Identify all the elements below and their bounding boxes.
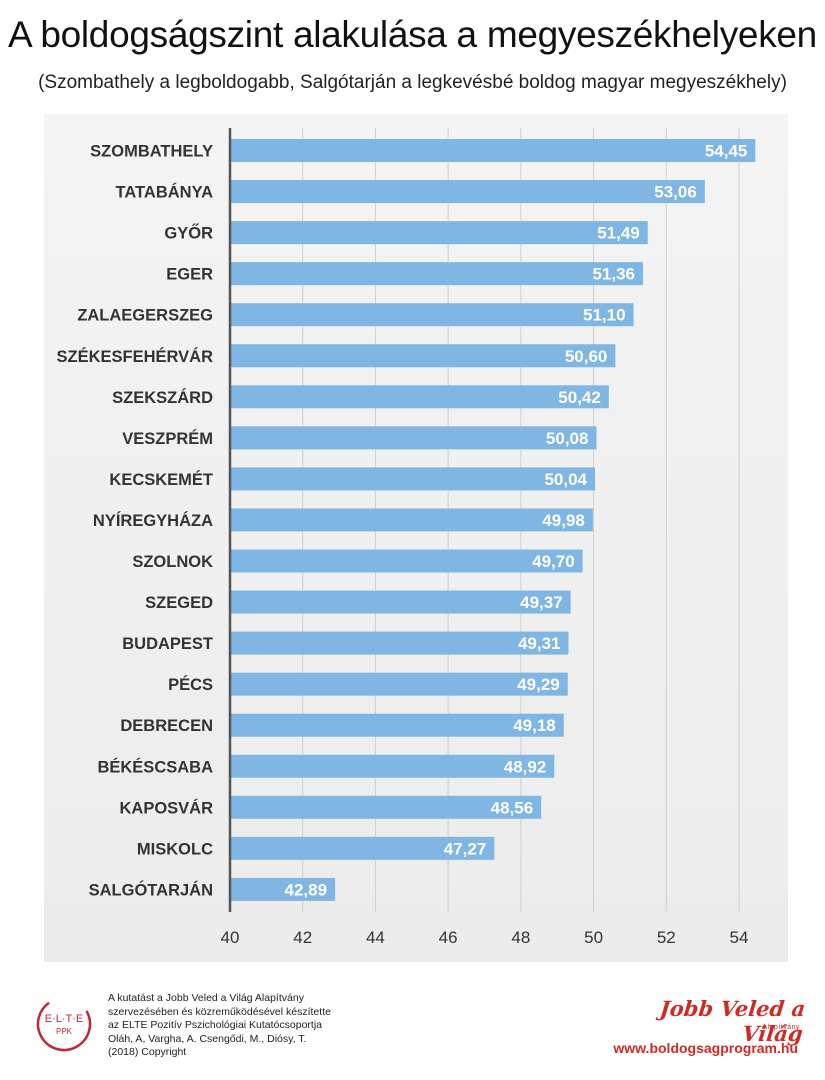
credits-line: az ELTE Pozitív Pszichológiai Kutatócsop… bbox=[108, 1019, 322, 1031]
bar bbox=[230, 221, 648, 245]
category-label: TATABÁNYA bbox=[116, 183, 214, 202]
category-label: DEBRECEN bbox=[120, 717, 213, 735]
credits-line: Oláh, A, Vargha, A. Csengődi, M., Diósy,… bbox=[108, 1032, 307, 1045]
website-link[interactable]: www.boldogsagprogram.hu bbox=[613, 1040, 798, 1056]
credits-text: A kutatást a Jobb Veled a Világ Alapítvá… bbox=[108, 992, 408, 1060]
bar-value-label: 48,92 bbox=[504, 757, 547, 776]
category-label: GYŐR bbox=[164, 224, 213, 243]
category-label: VESZPRÉM bbox=[122, 429, 213, 448]
elte-logo: E·L·T·E PPK bbox=[36, 996, 92, 1052]
category-label: SALGÓTARJÁN bbox=[89, 880, 213, 899]
bar bbox=[230, 467, 596, 491]
bar-value-label: 48,56 bbox=[491, 798, 534, 817]
bar-value-label: 49,31 bbox=[518, 634, 561, 653]
x-tick-label: 52 bbox=[657, 928, 676, 947]
category-label: SZEGED bbox=[145, 594, 213, 612]
bar-value-label: 49,29 bbox=[517, 675, 560, 694]
x-tick-label: 44 bbox=[366, 928, 385, 947]
bar bbox=[230, 385, 609, 409]
bar bbox=[230, 836, 495, 860]
chart-subtitle: (Szombathely a legboldogabb, Salgótarján… bbox=[38, 72, 787, 93]
category-label: KECSKEMÉT bbox=[109, 470, 213, 489]
svg-text:PPK: PPK bbox=[56, 1027, 73, 1036]
bar bbox=[230, 508, 593, 532]
bar-value-label: 51,36 bbox=[592, 265, 635, 284]
bar-value-label: 50,60 bbox=[565, 347, 608, 366]
bar-value-label: 54,45 bbox=[705, 142, 748, 161]
chart-panel bbox=[44, 114, 788, 962]
bar bbox=[230, 344, 616, 368]
bar bbox=[230, 303, 634, 327]
bar bbox=[230, 590, 571, 614]
bar-value-label: 42,89 bbox=[285, 880, 328, 899]
bar-value-label: 49,37 bbox=[520, 593, 563, 612]
bar-value-label: 49,98 bbox=[542, 511, 585, 530]
x-tick-label: 46 bbox=[439, 928, 458, 947]
bar bbox=[230, 877, 336, 901]
bar bbox=[230, 180, 705, 204]
bar-value-label: 51,10 bbox=[583, 306, 626, 325]
category-label: KAPOSVÁR bbox=[119, 798, 213, 817]
brand-subtitle: Alapítvány bbox=[762, 1024, 800, 1031]
credits-line: szervezésében és közreműködésével készít… bbox=[108, 1005, 331, 1018]
category-label: PÉCS bbox=[168, 675, 213, 694]
chart-title: A boldogságszint alakulása a megyeszékhe… bbox=[8, 14, 817, 55]
bar bbox=[230, 631, 569, 655]
brand-logo-text: Jobb Veled a Világ bbox=[658, 996, 807, 1046]
x-tick-label: 40 bbox=[221, 928, 240, 947]
x-tick-label: 42 bbox=[293, 928, 312, 947]
category-label: SZÉKESFEHÉRVÁR bbox=[57, 347, 214, 366]
bar-value-label: 53,06 bbox=[654, 183, 697, 202]
bar bbox=[230, 426, 597, 450]
category-label: BUDAPEST bbox=[122, 635, 213, 653]
bar bbox=[230, 672, 568, 696]
bar bbox=[230, 713, 564, 737]
x-tick-label: 48 bbox=[511, 928, 530, 947]
credits-line: A kutatást a Jobb Veled a Világ Alapítvá… bbox=[108, 992, 304, 1004]
bar-value-label: 50,42 bbox=[558, 388, 601, 407]
x-tick-label: 50 bbox=[584, 928, 603, 947]
bar bbox=[230, 754, 555, 778]
credits-line: (2018) Copyright bbox=[108, 1046, 187, 1058]
bar-value-label: 51,49 bbox=[597, 224, 640, 243]
svg-text:E·L·T·E: E·L·T·E bbox=[45, 1013, 84, 1025]
bar-value-label: 47,27 bbox=[444, 839, 487, 858]
category-label: MISKOLC bbox=[137, 840, 213, 858]
x-tick-label: 54 bbox=[730, 928, 749, 947]
category-label: ZALAEGERSZEG bbox=[77, 307, 213, 325]
category-label: EGER bbox=[166, 266, 213, 284]
bar bbox=[230, 549, 583, 573]
bar-value-label: 50,08 bbox=[546, 429, 589, 448]
bar-value-label: 49,70 bbox=[532, 552, 575, 571]
category-label: SZOMBATHELY bbox=[90, 143, 213, 161]
category-label: NYÍREGYHÁZA bbox=[93, 511, 213, 530]
category-label: BÉKÉSCSABA bbox=[97, 757, 213, 776]
bar bbox=[230, 139, 756, 162]
bar bbox=[230, 795, 542, 819]
category-label: SZOLNOK bbox=[132, 553, 213, 571]
bar bbox=[230, 262, 644, 286]
category-label: SZEKSZÁRD bbox=[112, 388, 213, 407]
bar-value-label: 50,04 bbox=[544, 470, 587, 489]
bar-value-label: 49,18 bbox=[513, 716, 556, 735]
